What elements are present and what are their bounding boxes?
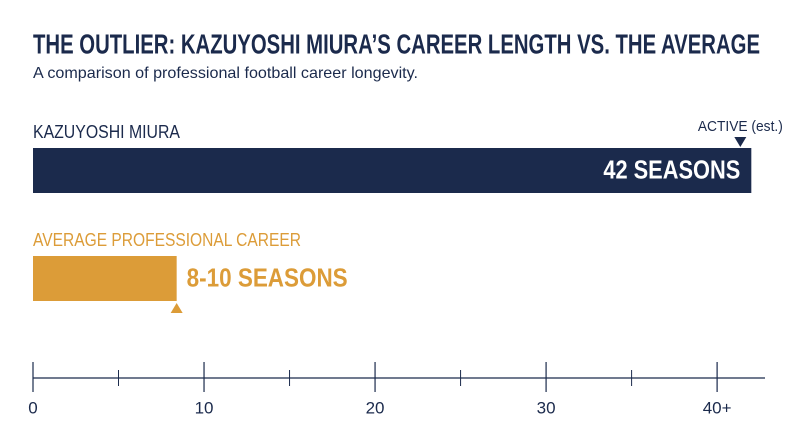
x-tick-label: 30 [537,398,556,417]
x-tick-label: 0 [28,398,37,417]
value-label: 42 SEASONS [603,154,740,184]
category-label: AVERAGE PROFESSIONAL CAREER [33,230,301,250]
chart-title: THE OUTLIER: KAZUYOSHI MIURA’S CAREER LE… [33,28,760,59]
x-tick-label: 10 [195,398,214,417]
marker-triangle [170,303,183,313]
annotation: ACTIVE (est.) [698,118,783,135]
chart-subtitle: A comparison of professional football ca… [33,65,418,82]
marker-triangle [734,137,747,147]
x-tick-label: 40+ [703,398,732,417]
x-tick-label: 20 [366,398,385,417]
bar [33,256,177,301]
category-label: KAZUYOSHI MIURA [33,122,180,142]
bar [33,148,752,193]
value-label: 8-10 SEASONS [187,262,348,292]
